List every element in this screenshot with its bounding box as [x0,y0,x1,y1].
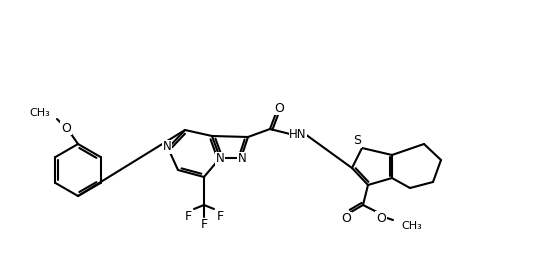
Text: N: N [163,140,171,153]
Text: O: O [376,211,386,224]
Text: HN: HN [289,129,307,142]
Text: CH₃: CH₃ [401,221,422,231]
Text: S: S [353,134,361,148]
Text: F: F [216,210,223,223]
Text: O: O [341,213,351,225]
Text: N: N [216,153,224,166]
Text: N: N [237,153,247,166]
Text: F: F [201,219,208,232]
Text: O: O [274,101,284,115]
Text: F: F [184,210,191,223]
Text: CH₃: CH₃ [29,108,50,118]
Text: O: O [61,121,71,134]
